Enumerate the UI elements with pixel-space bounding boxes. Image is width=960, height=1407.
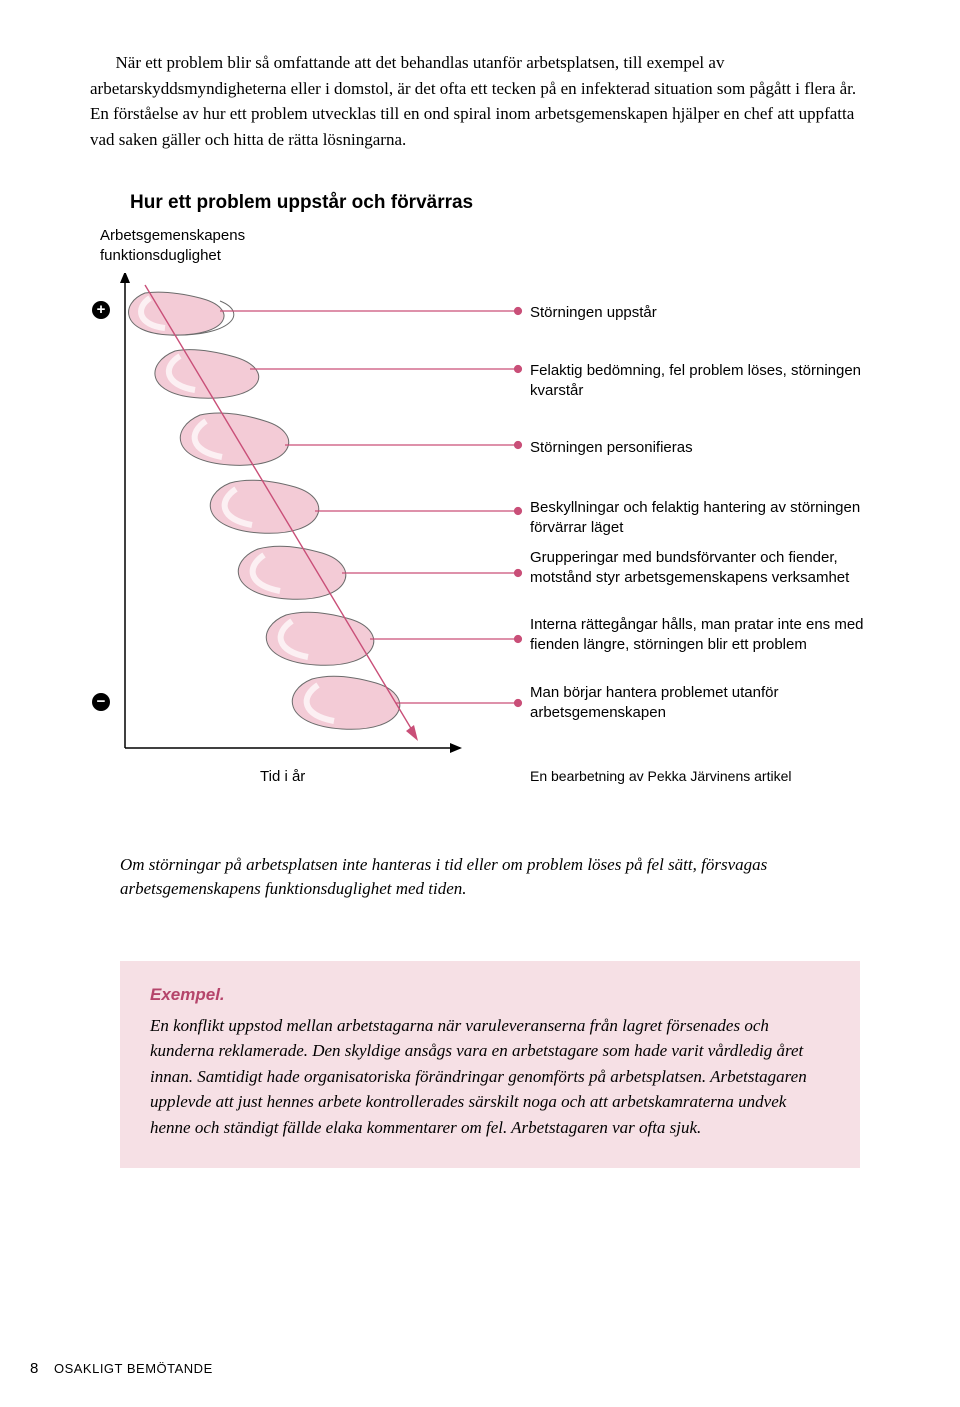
spiral-diagram <box>90 273 870 813</box>
page-number: 8 <box>30 1360 38 1377</box>
annotation-5: Grupperingar med bundsförvanter och fien… <box>530 548 870 589</box>
document-title: OSAKLIGT BEMÖTANDE <box>54 1361 213 1376</box>
example-box: Exempel. En konflikt uppstod mellan arbe… <box>120 961 860 1169</box>
page-footer: 8 OSAKLIGT BEMÖTANDE <box>30 1360 213 1377</box>
y-axis-label: Arbetsgemenskapensfunktionsduglighet <box>100 226 870 265</box>
annotation-1: Störningen uppstår <box>530 303 870 323</box>
diagram-title: Hur ett problem uppstår och förvärras <box>130 192 870 214</box>
annotation-6: Interna rättegångar hålls, man pratar in… <box>530 615 870 656</box>
diagram-container: + − <box>90 273 870 833</box>
x-axis-label: Tid i år <box>260 768 305 785</box>
annotation-7: Man börjar hantera problemet utanför arb… <box>530 683 870 724</box>
annotation-4: Beskyllningar och felaktig hantering av … <box>530 498 870 539</box>
intro-paragraph: När ett problem blir så omfattande att d… <box>90 50 870 152</box>
example-body: En konflikt uppstod mellan arbetstagarna… <box>150 1013 830 1141</box>
example-title: Exempel. <box>150 985 830 1005</box>
diagram-caption: Om störningar på arbetsplatsen inte hant… <box>120 853 840 901</box>
annotation-2: Felaktig bedömning, fel problem löses, s… <box>530 361 870 402</box>
annotation-3: Störningen personifieras <box>530 438 870 458</box>
diagram-attribution: En bearbetning av Pekka Järvinens artike… <box>530 768 791 784</box>
